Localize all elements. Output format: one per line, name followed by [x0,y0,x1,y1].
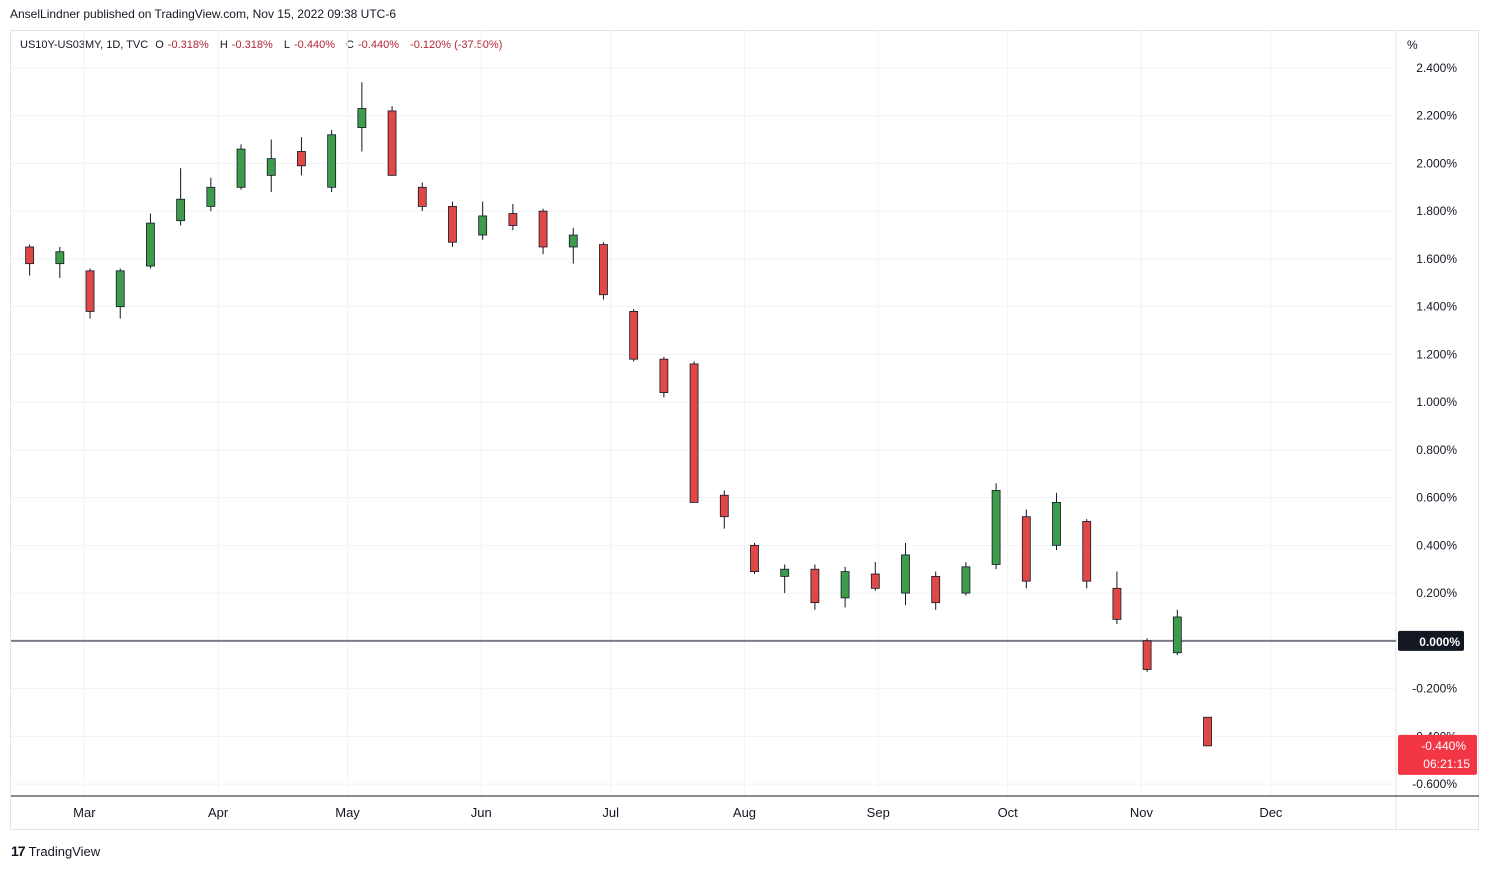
candle-body [357,108,367,129]
candle-body [870,573,880,589]
candle-body [840,571,850,599]
y-tick-label: 2.400% [1416,61,1457,75]
y-tick-label: 1.800% [1416,204,1457,218]
x-tick-label: Sep [867,805,890,820]
candle-body [1112,587,1122,620]
candle-body [810,568,820,604]
legend-open-label: O [155,39,164,51]
x-tick-label: Aug [733,805,756,820]
zero-price-label: 0.000% [1419,635,1460,649]
candle-body [176,198,186,222]
zero-price-tag [1398,630,1464,651]
candle-body [1203,716,1212,747]
candle-body [780,568,790,577]
y-tick-label: 0.600% [1416,491,1457,505]
candle-body [931,575,941,604]
candle-body [599,244,608,296]
candle-body [991,490,1001,565]
legend-open: -0.318% [167,39,209,51]
price-unit-label: % [1407,38,1418,52]
y-tick-label: 0.200% [1416,586,1457,600]
x-tick-label: Oct [998,805,1019,820]
candle-body [478,215,488,236]
legend-high-label: H [219,39,228,51]
y-tick-label: 1.000% [1416,395,1457,409]
candle-body [417,186,427,207]
candle-body [538,210,548,248]
y-tick-label: 2.000% [1416,156,1457,170]
candle-body [568,234,578,248]
footer-brand[interactable]: 17 TradingView [11,843,100,859]
chart-frame [10,30,1479,830]
x-tick-label: Mar [73,805,96,820]
legend-close-label: C [346,39,354,51]
candle-body [508,213,518,226]
candle-body [206,186,216,207]
last-price-label: -0.440% [1421,739,1466,753]
x-tick-label: Dec [1259,805,1283,820]
candle-body [1142,640,1152,670]
candle-body [387,110,397,176]
candle-body [266,158,276,176]
legend-low-label: L [283,39,290,51]
x-tick-label: Apr [208,805,229,820]
candle-body [236,148,246,188]
candle-body [297,151,306,167]
candle-body [750,544,759,573]
y-tick-label: 0.400% [1416,538,1457,552]
candle-body [327,134,337,188]
legend-change: -0.120% (-37.50%) [410,39,503,51]
legend-low: -0.440% [294,39,335,51]
candle-body [1021,516,1031,582]
legend-close: -0.440% [358,39,399,51]
candle-body [115,270,125,308]
candle-body [629,311,639,360]
y-tick-label: -0.200% [1412,682,1457,696]
footer-brand-label: TradingView [28,843,101,859]
candle-body [689,363,699,503]
candle-body [1172,616,1182,654]
x-tick-label: Jun [471,805,492,820]
y-tick-label: -0.600% [1412,777,1457,791]
y-tick-label: 1.200% [1416,347,1457,361]
candle-body [146,222,155,267]
candle-body [1052,501,1061,546]
tradingview-logo-icon: 17 [11,843,26,859]
legend-high: -0.318% [231,39,273,51]
y-tick-label: 1.600% [1416,252,1457,266]
x-tick-label: Jul [602,805,619,820]
y-tick-label: 0.800% [1416,443,1457,457]
bar-countdown-label: 06:21:15 [1423,757,1470,771]
candle-body [659,358,669,393]
last-price-tag [1398,734,1477,775]
candle-body [1082,521,1092,582]
x-tick-label: Nov [1130,805,1154,820]
candle-body [55,251,65,265]
candle-body [901,554,910,594]
candle-body [85,270,95,312]
candle-body [448,205,457,243]
y-tick-label: 2.200% [1416,109,1457,123]
publisher-credit: AnselLindner published on TradingView.co… [10,7,397,21]
x-tick-label: May [335,805,360,820]
candle-body [961,566,971,594]
y-tick-label: 1.400% [1416,300,1457,314]
candle-body [719,494,729,518]
candle-body [25,246,35,265]
